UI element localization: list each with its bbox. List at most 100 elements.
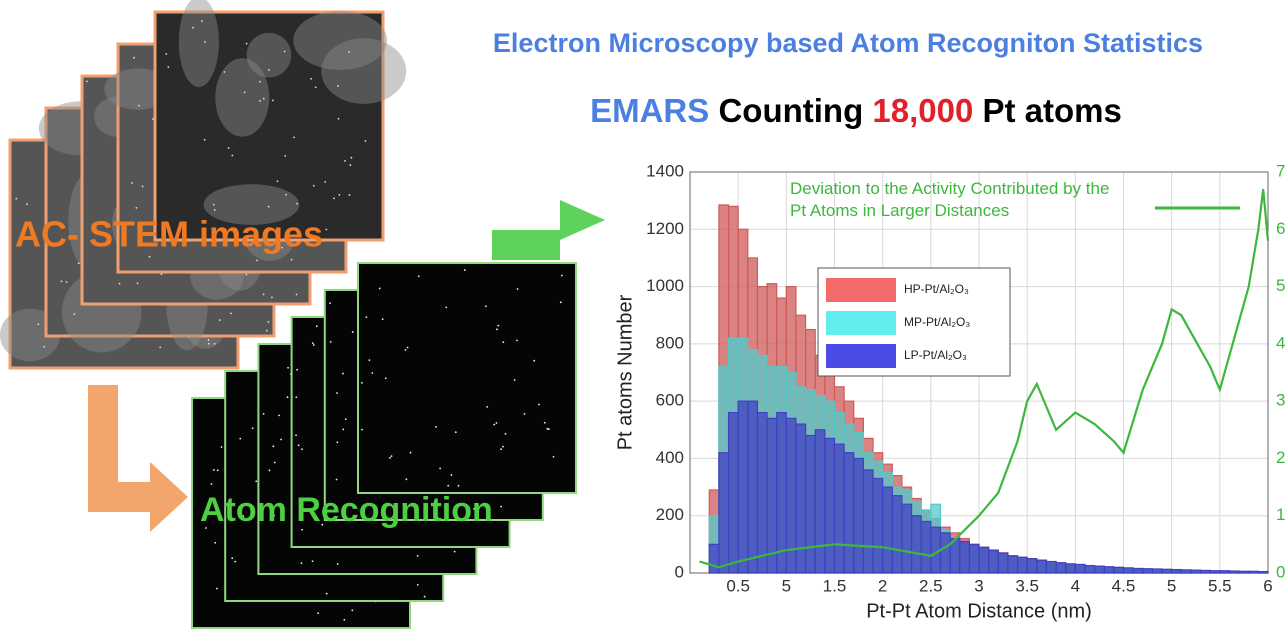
speck [272, 445, 274, 447]
speck [405, 478, 407, 480]
hist-bar [883, 487, 893, 573]
hist-bar [1114, 567, 1124, 573]
hist-bar [1018, 557, 1028, 573]
speck [259, 100, 261, 102]
x-tick-label: 6 [1263, 576, 1272, 595]
speck [142, 186, 144, 188]
y2-tick-label: 1 [1276, 505, 1285, 524]
speck [287, 367, 289, 369]
speck [284, 51, 286, 53]
speck [361, 382, 363, 384]
texture [215, 58, 269, 136]
speck [517, 288, 519, 290]
speck [263, 293, 265, 295]
speck [221, 446, 223, 448]
hist-bar [921, 521, 931, 573]
hist-bar [748, 401, 758, 573]
speck [214, 343, 216, 345]
speck [295, 434, 297, 436]
x-tick-label: 3 [974, 576, 983, 595]
hist-bar [940, 533, 950, 573]
texture [179, 0, 219, 87]
hist-bar [1037, 560, 1047, 573]
speck [43, 346, 45, 348]
legend-label: LP-Pt/Al₂O₃ [904, 348, 967, 362]
hist-bar [1172, 570, 1182, 573]
subtitle: EMARS Counting 18,000 Pt atoms [590, 92, 1122, 129]
speck [313, 344, 315, 346]
hist-bar [1152, 569, 1162, 573]
speck [500, 448, 502, 450]
speck [61, 280, 63, 282]
x-tick-label: 1.5 [823, 576, 847, 595]
speck [352, 331, 354, 333]
y-tick-label: 600 [656, 391, 684, 410]
hist-bar [729, 413, 739, 573]
speck [274, 462, 276, 464]
legend-label: MP-Pt/Al₂O₃ [904, 315, 970, 329]
hist-bar [1220, 571, 1230, 573]
hist-bar [1181, 570, 1191, 573]
hist-bar [1239, 571, 1249, 573]
speck [502, 341, 504, 343]
speck [538, 404, 540, 406]
y-tick-label: 1200 [646, 219, 684, 238]
hist-bar [1249, 571, 1259, 573]
speck [349, 194, 351, 196]
speck [231, 557, 233, 559]
y2-tick-label: 4 [1276, 333, 1285, 352]
legend-swatch [826, 344, 896, 368]
speck [230, 312, 232, 314]
hist-bar [873, 478, 883, 573]
speck [234, 561, 236, 563]
speck [296, 203, 298, 205]
speck [439, 467, 441, 469]
hist-bar [1056, 563, 1066, 573]
speck [553, 456, 555, 458]
panel-label: Atom Recognition [200, 491, 493, 529]
x-tick-label: 5.5 [1208, 576, 1232, 595]
speck [86, 80, 88, 82]
speck [271, 297, 273, 299]
speck [344, 160, 346, 162]
speck [371, 372, 373, 374]
hist-bar [844, 453, 854, 573]
speck [296, 369, 298, 371]
speck [496, 422, 498, 424]
speck [296, 294, 298, 296]
speck [268, 206, 270, 208]
speck [228, 147, 230, 149]
title: Electron Microscopy based Atom Recognito… [493, 28, 1203, 58]
speck [313, 185, 315, 187]
speck [361, 429, 363, 431]
speck [389, 457, 391, 459]
speck [447, 485, 449, 487]
hist-bar [960, 541, 970, 573]
line-legend-label: Deviation to the Activity Contributed by… [790, 178, 1120, 222]
x-axis-label: Pt-Pt Atom Distance (nm) [866, 600, 1092, 622]
y2-tick-label: 0 [1276, 562, 1285, 581]
speck [165, 53, 167, 55]
speck [561, 275, 563, 277]
speck [252, 427, 254, 429]
hist-bar [892, 496, 902, 573]
hist-bar [709, 544, 719, 573]
speck [255, 480, 257, 482]
speck [342, 429, 344, 431]
x-tick-label: 5 [1167, 576, 1176, 595]
subtitle-part: Pt atoms [983, 92, 1122, 129]
speck [138, 105, 140, 107]
hist-bar [912, 516, 922, 573]
speck [159, 346, 161, 348]
speck [312, 342, 314, 344]
hist-bar [863, 470, 873, 573]
speck [259, 81, 261, 83]
speck [245, 274, 247, 276]
speck [135, 207, 137, 209]
speck [231, 155, 233, 157]
speck [500, 506, 502, 508]
speck [301, 448, 303, 450]
speck [73, 313, 75, 315]
speck [451, 474, 453, 476]
texture [321, 38, 406, 104]
